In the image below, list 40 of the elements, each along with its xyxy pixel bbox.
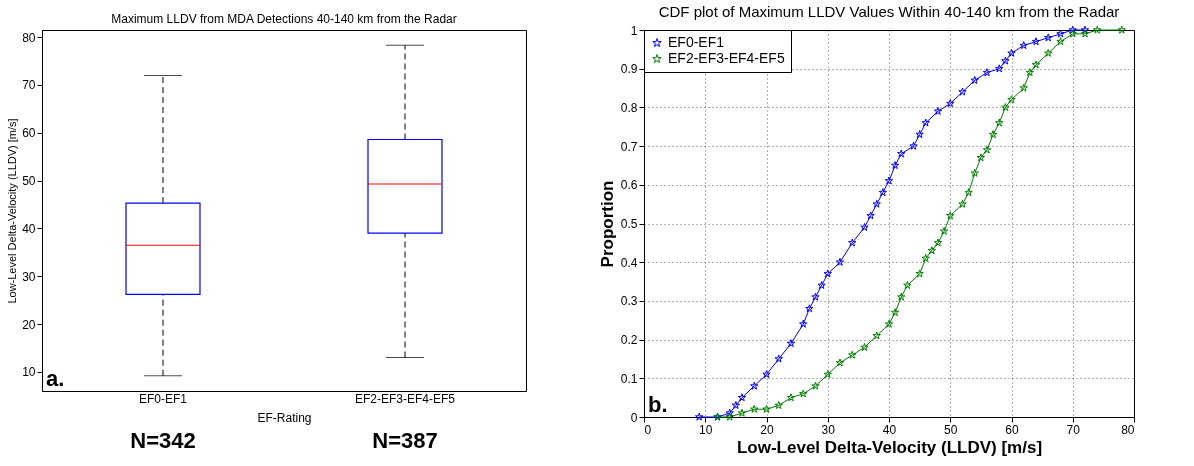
y-tick-label: 0.3 [620, 294, 638, 309]
text: N=342 [130, 428, 196, 453]
x-tick-label: 50 [944, 422, 958, 437]
y-tick-label: 20 [22, 317, 36, 332]
y-tick-label: 0.9 [620, 62, 638, 77]
y-tick-label: 70 [22, 78, 36, 93]
y-axis-title: Low-Level Delta-Velocity (LLDV) [m/s] [6, 118, 19, 304]
y-tick-label: 0.1 [620, 371, 638, 386]
y-tick-label: 30 [22, 269, 36, 284]
y-tick-label: 0.8 [620, 100, 638, 115]
y-tick-label: 0 [630, 410, 638, 425]
x-tick-label: 0 [644, 422, 652, 437]
x-axis-title: Low-Level Delta-Velocity (LLDV) [m/s] [736, 437, 1043, 457]
legend-label: EF2-EF3-EF4-EF5 [668, 50, 785, 66]
y-tick-label: 50 [22, 174, 36, 189]
y-tick-label: 80 [22, 30, 36, 45]
y-tick-label: 0.5 [620, 217, 638, 231]
x-tick-label: 60 [1005, 422, 1019, 437]
annotation: a. [46, 366, 65, 391]
annotation: b. [648, 392, 668, 417]
x-tick-label: 40 [882, 422, 897, 437]
y-tick-label: 10 [22, 365, 36, 380]
y-tick-label: 0.7 [620, 139, 638, 154]
chart-title: Maximum LLDV from MDA Detections 40-140 km from the Radar [111, 12, 457, 26]
x-tick-label: 70 [1066, 422, 1081, 437]
y-tick-label: 1 [630, 23, 638, 38]
x-axis-title: EF-Rating [257, 410, 312, 425]
x-tick-label: 30 [821, 422, 836, 437]
x-tick-label: 80 [1121, 422, 1135, 437]
legend-label: EF0-EF1 [668, 34, 725, 50]
text: N=387 [372, 428, 438, 453]
y-tick-label: 0.6 [620, 178, 638, 193]
y-axis-title: Proportion [597, 180, 617, 268]
chart-title: CDF plot of Maximum LLDV Values Within 40-140 km from the Radar [658, 3, 1120, 20]
y-tick-label: 60 [22, 126, 36, 141]
y-tick-label: 40 [22, 221, 36, 236]
x-tick-label: 20 [760, 422, 774, 437]
y-tick-label: 0.2 [620, 333, 638, 348]
y-tick-label: 0.4 [620, 255, 638, 270]
x-tick-label: 10 [699, 422, 713, 437]
